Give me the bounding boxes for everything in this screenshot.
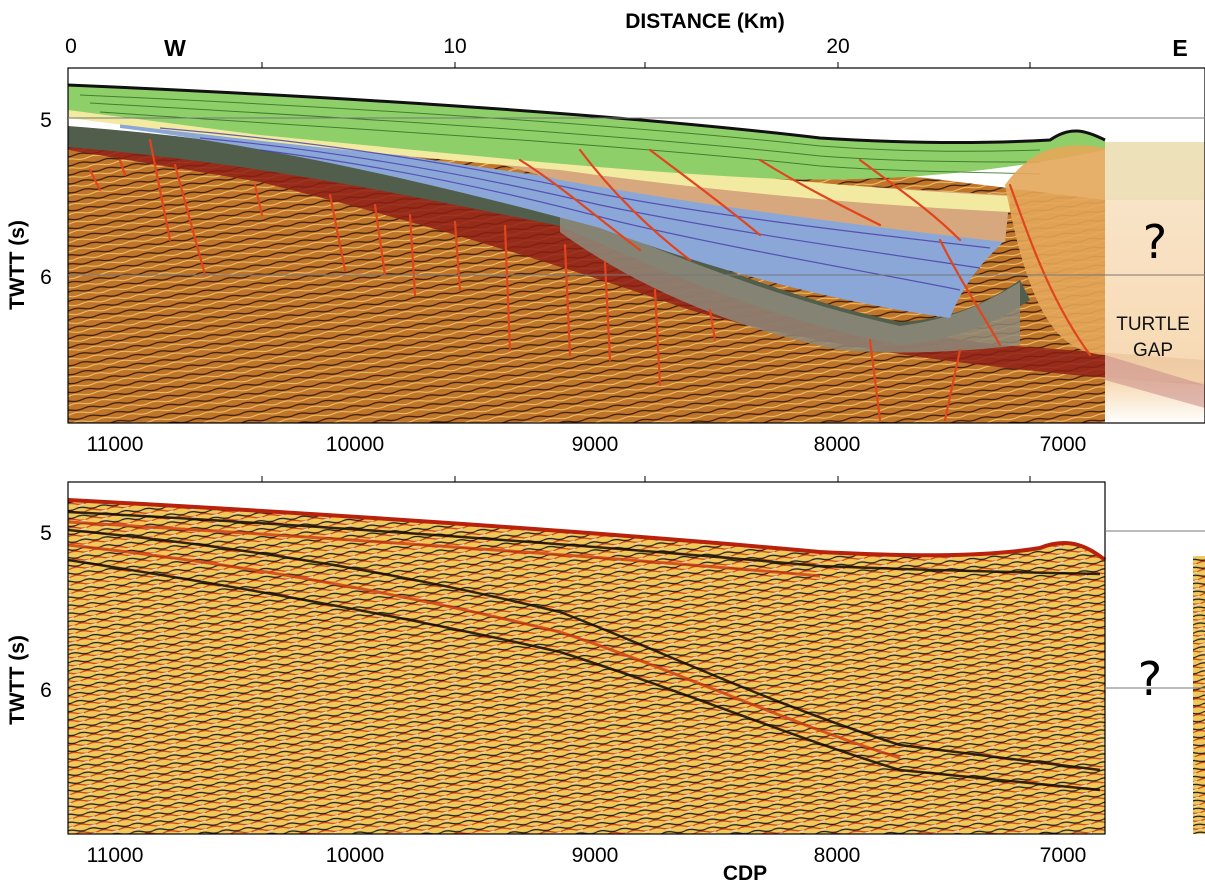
interpreted-section-panel [68,83,1205,423]
top-axis-ticks [261,62,1031,482]
top-panel-frame [67,67,1205,424]
faults [88,138,1092,422]
bottom-cdp-8000: 8000 [814,844,861,867]
bottom-cdp-9000: 9000 [572,844,619,867]
east-label: E [1172,35,1187,61]
blue-reflectors [159,127,991,291]
top-cdp-9000: 9000 [572,433,619,456]
top-tick-10: 10 [443,35,466,58]
turtle-gap-body [1005,145,1105,355]
top-cdp-7000: 7000 [1040,433,1087,456]
bottom-y-axis-label: TWTT (s) [6,635,29,725]
west-label: W [164,35,186,61]
bottom-cdp-11000: 11000 [87,844,144,867]
green-sediment-unit [68,85,1105,180]
green-reflectors [79,94,1041,175]
gap-sloping-band [1105,355,1205,408]
seafloor-line [68,83,1106,144]
bottom-y-tick-5: 5 [40,522,52,545]
seismic-data-left [68,500,1105,834]
turtle-gap-label-line2: GAP [1133,340,1173,361]
uninterpreted-section-panel [68,498,1205,834]
top-tick-20: 20 [826,35,849,58]
bottom-seafloor [68,498,1107,562]
top-y-tick-5: 5 [40,109,52,132]
top-question-mark: ? [1143,215,1167,269]
bottom-cdp-10000: 10000 [326,844,384,867]
bottom-cdp-7000: 7000 [1040,844,1087,867]
bottom-question-mark: ? [1138,652,1162,706]
cdp-axis-title: CDP [723,862,767,885]
top-y-axis-label: TWTT (s) [6,220,29,310]
top-tick-0: 0 [65,35,77,58]
bottom-y-tick-6: 6 [40,679,52,702]
top-y-tick-6: 6 [40,266,52,289]
turtle-gap-label-line1: TURTLE [1116,314,1190,335]
top-axis-title: DISTANCE (Km) [625,10,784,33]
bottom-panel-frame [67,481,1106,835]
seismic-data-right [1193,556,1205,834]
blue-unit [120,118,1005,318]
top-cdp-11000: 11000 [87,433,144,456]
turtle-gap-zone [1105,142,1205,423]
top-cdp-10000: 10000 [326,433,384,456]
bottom-red-reflectors [68,520,901,760]
grey-unit [560,210,1020,353]
twtt-gridlines [68,117,1205,689]
top-cdp-8000: 8000 [814,433,861,456]
bottom-strong-reflectors [68,510,1101,792]
